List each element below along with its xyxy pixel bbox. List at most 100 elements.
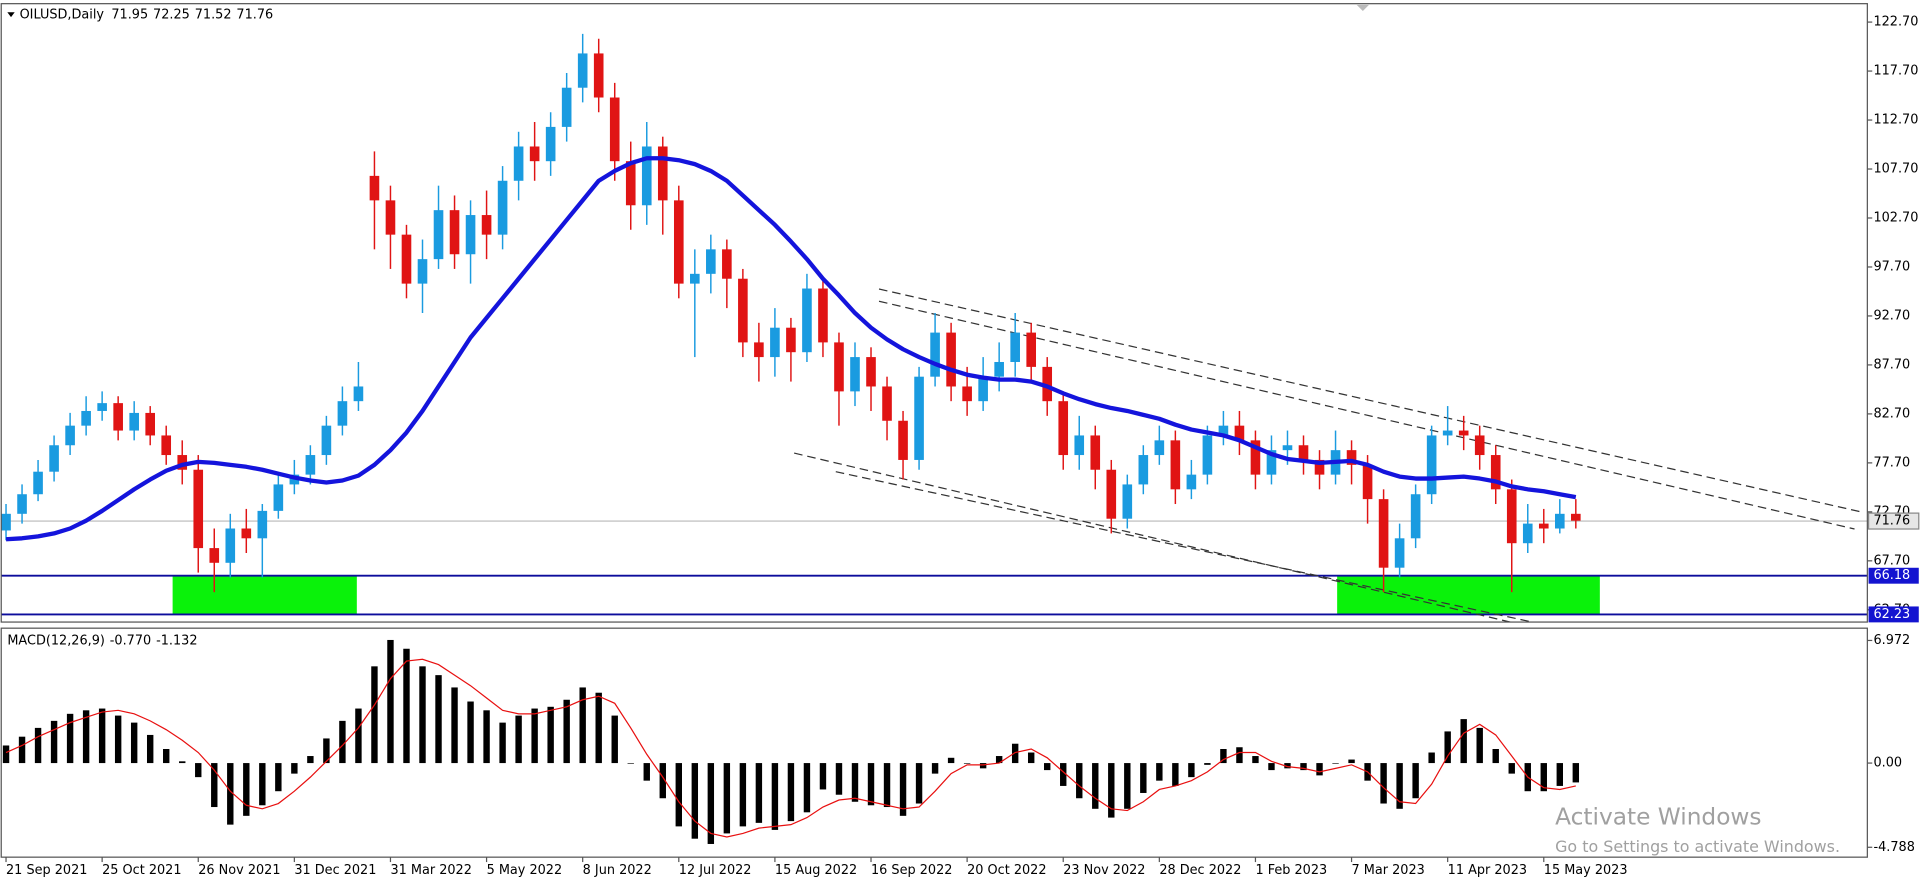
signal-line xyxy=(5,658,1576,838)
macd-title: MACD(12,26,9) xyxy=(7,633,105,648)
macd-bar xyxy=(146,734,154,764)
candle-body xyxy=(850,357,860,392)
macd-bar xyxy=(707,763,715,844)
candle-body xyxy=(1346,450,1357,465)
candle-body xyxy=(1154,440,1165,456)
open: 71.95 xyxy=(111,7,148,22)
macd-bar xyxy=(851,763,859,802)
macd-bar xyxy=(66,713,74,764)
candle-body xyxy=(1026,332,1037,367)
y-tick-label: 0.00 xyxy=(1873,756,1902,771)
macd-bar xyxy=(691,763,699,839)
low: 71.52 xyxy=(195,7,232,22)
macd-bar xyxy=(1460,719,1467,764)
candle-body xyxy=(673,200,684,284)
macd-bar xyxy=(323,738,330,764)
candle-body xyxy=(401,234,412,284)
candle-body xyxy=(978,376,988,402)
level-label: 66.18 xyxy=(1873,568,1910,583)
symbol: OILUSD,Daily xyxy=(20,7,105,22)
x-tick-label: 21 Sep 2021 xyxy=(6,863,87,878)
x-tick-label: 28 Dec 2022 xyxy=(1159,863,1241,878)
candle-body xyxy=(914,376,924,460)
macd-bar xyxy=(1140,763,1147,793)
candle-body xyxy=(49,445,59,472)
macd-bar xyxy=(307,756,314,764)
macd-bar xyxy=(563,699,570,764)
macd-bar xyxy=(1348,759,1355,764)
macd-header: MACD(12,26,9) -0.770 -1.132 xyxy=(7,633,197,648)
macd-bar xyxy=(403,648,410,764)
candle-body xyxy=(690,273,700,284)
y-tick-label: 112.70 xyxy=(1873,113,1918,128)
macd-bar xyxy=(835,763,843,795)
macd-bar xyxy=(82,710,90,764)
candle-body xyxy=(529,146,540,162)
candle-body xyxy=(513,146,524,181)
macd-bar xyxy=(1172,763,1179,786)
candle-body xyxy=(225,528,236,563)
candle-body xyxy=(1394,538,1405,568)
macd-bar xyxy=(1156,763,1163,781)
x-tick-label: 15 Aug 2022 xyxy=(775,863,857,878)
macd-bar xyxy=(499,722,506,764)
y-tick-label: 107.70 xyxy=(1873,162,1918,177)
candle-body xyxy=(706,249,716,274)
level-label-box xyxy=(1868,567,1919,584)
candle-body xyxy=(1378,499,1389,568)
x-tick-label: 1 Feb 2023 xyxy=(1255,863,1327,878)
candle-body xyxy=(1554,513,1565,529)
candle-body xyxy=(1090,435,1101,470)
macd-bar xyxy=(1011,743,1019,764)
macd-bar xyxy=(643,763,650,781)
macd-bar xyxy=(339,720,346,764)
candle-body xyxy=(1442,430,1453,436)
candle-body xyxy=(1314,459,1325,475)
x-tick-label: 8 Jun 2022 xyxy=(583,863,652,878)
support-zone xyxy=(172,575,357,615)
macd-bar xyxy=(211,763,218,808)
macd-bar xyxy=(739,763,747,827)
candle-body xyxy=(609,97,620,162)
candle-body xyxy=(545,126,556,162)
macd-bar xyxy=(1412,763,1419,799)
macd-bar xyxy=(1396,763,1403,809)
candle-body xyxy=(97,403,107,411)
candle-body xyxy=(802,288,812,353)
macd-bar xyxy=(1027,752,1035,764)
macd-panel-border xyxy=(0,627,1868,858)
candle-body xyxy=(1,513,11,531)
candle-body xyxy=(1122,484,1133,519)
macd-bar xyxy=(163,749,170,764)
macd-bar xyxy=(659,763,666,799)
candle-body xyxy=(321,425,332,456)
candle-body xyxy=(641,146,652,206)
x-tick-label: 31 Dec 2021 xyxy=(294,863,376,878)
macd-bar xyxy=(50,720,58,764)
macd-bar xyxy=(483,710,490,764)
macd-bar xyxy=(931,763,939,774)
macd-bar xyxy=(2,745,10,764)
candle-body xyxy=(834,342,844,392)
macd-bar xyxy=(179,761,186,764)
candle-body xyxy=(1202,435,1213,475)
candle-body xyxy=(65,425,75,446)
macd-bar xyxy=(723,763,731,834)
candle-body xyxy=(449,210,460,255)
candle-body xyxy=(33,471,43,495)
candle-body xyxy=(1410,494,1421,539)
macd-bar xyxy=(1380,763,1387,804)
symbol-menu[interactable] xyxy=(7,12,15,18)
candle-body xyxy=(1506,489,1517,544)
candle-body xyxy=(1298,445,1309,460)
y-tick-label: 82.70 xyxy=(1873,406,1910,421)
candle-body xyxy=(193,469,204,549)
signal-value: -1.132 xyxy=(156,633,197,648)
price-label-box xyxy=(1867,512,1920,530)
candle-body xyxy=(1522,523,1533,544)
macd-plot xyxy=(2,639,1580,844)
candle-body xyxy=(818,288,828,343)
y-tick-label: 102.70 xyxy=(1873,210,1918,225)
macd-bar xyxy=(130,722,138,764)
